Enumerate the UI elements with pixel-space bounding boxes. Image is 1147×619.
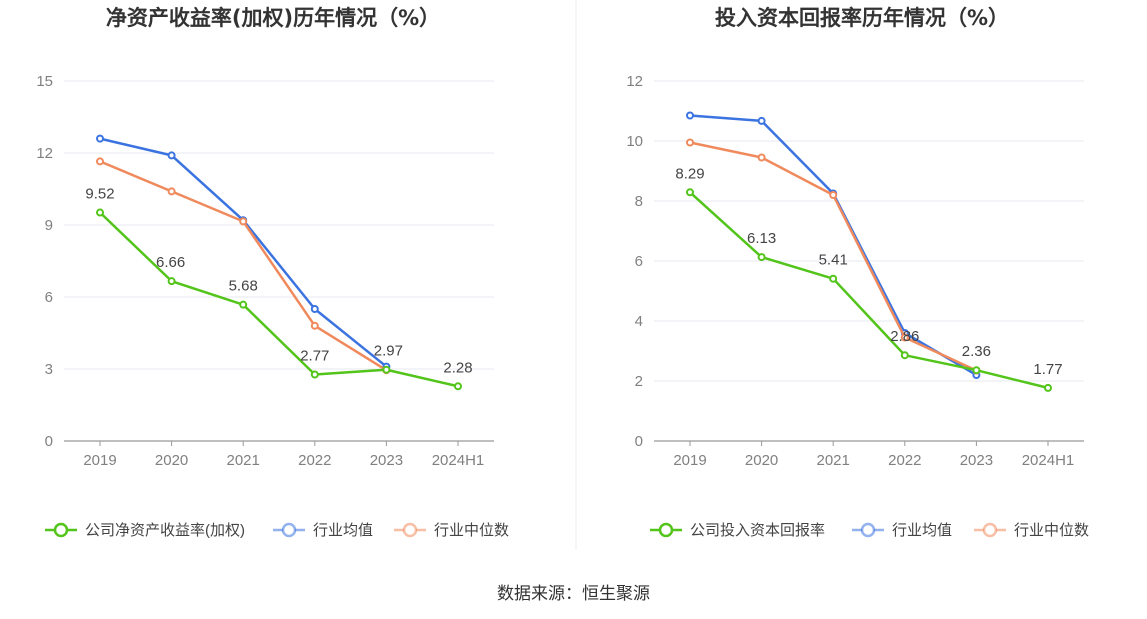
data-point: [900, 351, 909, 360]
data-label: 1.77: [1033, 361, 1062, 378]
data-label: 6.13: [747, 230, 776, 247]
data-point: [757, 153, 766, 162]
x-tick-label: 2022: [888, 452, 921, 469]
y-tick-label: 0: [635, 433, 643, 450]
legend-label: 行业均值: [892, 522, 952, 539]
data-point: [167, 151, 176, 160]
data-point: [382, 365, 391, 374]
legend-label: 行业中位数: [434, 522, 509, 539]
y-tick-label: 6: [635, 253, 643, 270]
data-point: [829, 191, 838, 199]
legend-marker: [860, 522, 876, 538]
data-point: [686, 138, 694, 147]
data-label: 8.29: [675, 165, 704, 182]
data-label: 2.86: [890, 328, 919, 345]
legend-label: 公司净资产收益率(加权): [85, 522, 245, 539]
data-point: [972, 366, 981, 375]
series-line-1: [689, 191, 1049, 390]
data-label: 2.28: [443, 359, 472, 376]
data-point: [96, 157, 104, 166]
y-tick-label: 12: [36, 145, 53, 162]
x-tick-label: 2023: [370, 452, 403, 469]
y-tick-label: 12: [626, 73, 643, 90]
x-tick-label: 2019: [83, 452, 116, 469]
legend-marker: [658, 522, 674, 538]
data-point: [310, 321, 319, 330]
series-line-2: [689, 114, 978, 377]
data-label: 2.77: [300, 348, 329, 365]
data-point: [310, 305, 319, 313]
x-tick-label: 2020: [155, 452, 188, 469]
legend-marker: [53, 522, 69, 538]
data-label: 5.68: [229, 278, 258, 295]
data-point: [454, 382, 462, 391]
y-tick-label: 6: [45, 289, 53, 306]
y-tick-label: 9: [45, 217, 53, 234]
data-label: 2.36: [962, 343, 991, 360]
data-label: 5.41: [819, 252, 848, 269]
x-tick-label: 2019: [673, 452, 706, 469]
legend-label: 行业均值: [313, 522, 373, 539]
x-tick-label: 2023: [960, 452, 993, 469]
chart-title: 投入资本回报率历年情况（%）: [715, 6, 1009, 30]
x-tick-label: 2021: [817, 452, 850, 469]
y-tick-label: 10: [626, 133, 643, 150]
data-point: [757, 116, 766, 125]
y-tick-label: 0: [45, 433, 53, 450]
x-tick-label: 2024H1: [432, 452, 485, 469]
source-note: 数据来源：恒生聚源: [497, 584, 650, 603]
series-line-1: [99, 211, 459, 388]
data-point: [829, 274, 838, 283]
chart-title: 净资产收益率(加权)历年情况（%）: [106, 6, 440, 30]
data-point: [96, 134, 104, 143]
legend-marker: [982, 522, 998, 538]
data-point: [900, 333, 909, 342]
data-label: 6.66: [156, 254, 185, 271]
x-tick-label: 2024H1: [1022, 452, 1075, 469]
data-label: 2.97: [374, 343, 403, 360]
x-tick-label: 2022: [298, 452, 331, 469]
y-tick-label: 8: [635, 193, 643, 210]
data-point: [757, 253, 766, 262]
x-tick-label: 2021: [227, 452, 260, 469]
data-point: [1044, 383, 1052, 392]
chart-panel-2: 投入资本回报率历年情况（%） 0 2 4 6 8 10 12 2019 2020 2021 2022 2…: [626, 6, 1089, 539]
data-point: [239, 217, 248, 226]
y-tick-label: 15: [36, 73, 53, 90]
x-tick-label: 2020: [745, 452, 778, 469]
data-point: [310, 370, 319, 379]
y-tick-label: 2: [635, 373, 643, 390]
data-point: [167, 187, 176, 196]
chart-panel-1: 净资产收益率(加权)历年情况（%） 0 3 6 9 12 15 2019 2020 2021 202…: [36, 6, 509, 539]
legend-label: 公司投入资本回报率: [690, 522, 825, 539]
data-point: [167, 277, 176, 286]
data-point: [686, 188, 694, 197]
data-label: 9.52: [85, 186, 114, 203]
data-point: [239, 300, 248, 309]
data-point: [686, 111, 694, 120]
legend-label: 行业中位数: [1014, 522, 1089, 539]
y-tick-label: 4: [635, 313, 643, 330]
y-tick-label: 3: [45, 361, 53, 378]
data-point: [96, 208, 104, 217]
series-line-3: [99, 160, 388, 372]
legend-marker: [281, 522, 297, 538]
legend-marker: [402, 522, 418, 538]
